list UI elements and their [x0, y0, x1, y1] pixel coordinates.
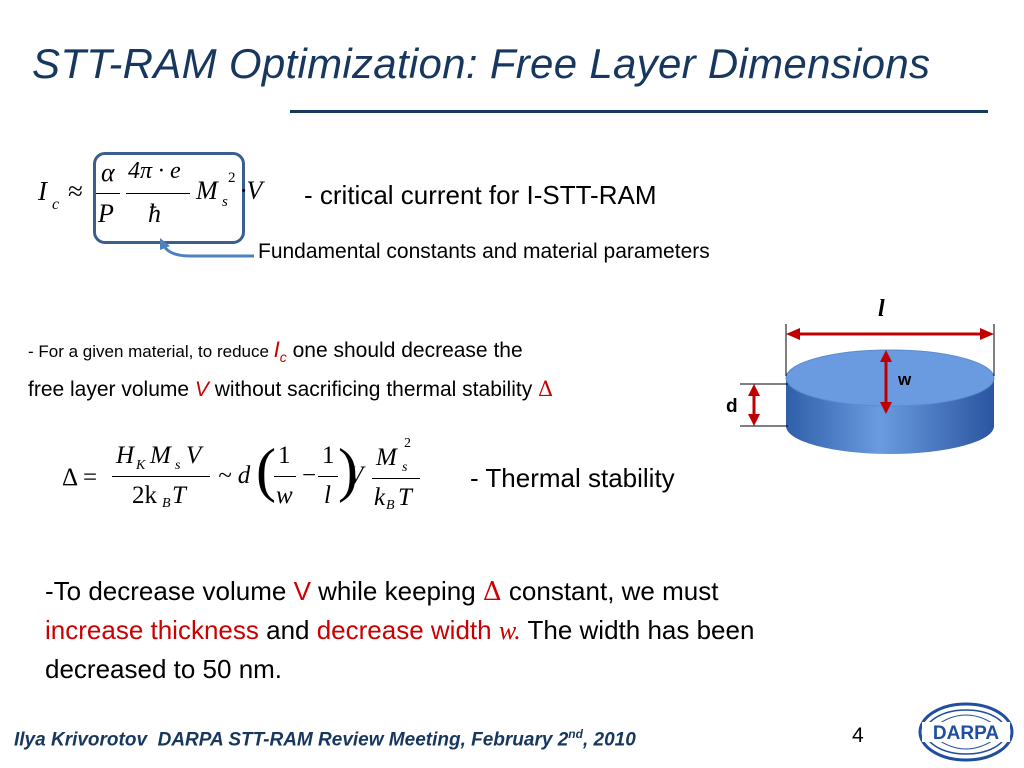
para2-s5: The width has been: [520, 615, 755, 645]
eq1-four-pi-e: 4π · e: [128, 158, 181, 184]
eq2-fraction-line-3: [318, 476, 338, 477]
eq2-f3-num-sup: 2: [404, 436, 411, 451]
para2-s3: constant, we must: [501, 576, 719, 606]
darpa-logo: DARPA: [918, 702, 1014, 762]
eq2-paren-right: ): [338, 437, 358, 503]
eq2-kb-sub: B: [386, 498, 395, 513]
eq1-ms-sup: 2: [228, 170, 236, 186]
eq2-kb: k: [374, 484, 386, 511]
footer-text: Ilya Krivorotov DARPA STT-RAM Review Mee…: [14, 727, 636, 751]
eq2-2kb: 2k: [132, 482, 157, 509]
free-layer-disk-diagram: [740, 324, 995, 454]
eq2-minus: −: [302, 462, 317, 489]
eq2-hk-sub: K: [136, 458, 146, 473]
darpa-logo-text: DARPA: [933, 723, 999, 744]
eq2-hk: H: [116, 442, 135, 469]
eq2-fraction-line-1: [112, 476, 210, 477]
eq1-lhs-sub: c: [52, 196, 60, 213]
eq2-paren-left: (: [256, 437, 276, 503]
para2-s1: -To decrease volume: [45, 576, 294, 606]
eq1-times-v: ·V: [240, 176, 263, 205]
label-l: l: [878, 296, 885, 322]
eq2-fraction-line-4: [372, 478, 420, 479]
para1-ic-sub: c: [279, 349, 287, 366]
para2-decrease-width: decrease width: [316, 615, 499, 645]
footer-sup: nd: [568, 727, 583, 741]
footer-meeting: DARPA STT-RAM Review Meeting, February 2: [157, 729, 569, 751]
eq1-lhs: I: [38, 176, 47, 206]
para1-text-b: one should decrease the: [286, 339, 523, 362]
para2-w: w.: [498, 616, 521, 645]
eq2-fraction-line-2: [274, 476, 296, 477]
para1-v: V: [194, 378, 209, 402]
constants-highlight-box: [93, 152, 245, 244]
eq2-kb-t: T: [398, 484, 412, 511]
eq2-f1-den: w: [276, 482, 293, 509]
eq2-t: T: [172, 482, 186, 509]
thermal-stability-caption: - Thermal stability: [470, 463, 675, 493]
eq1-hbar: ħ: [148, 199, 161, 228]
eq2-tilde-d: ~ d: [218, 462, 251, 489]
page-number: 4: [852, 724, 864, 747]
eq1-ms: M: [196, 176, 218, 205]
eq2-f3-num: M: [376, 444, 397, 471]
eq2-delta: Δ =: [62, 464, 98, 491]
slide-title: STT-RAM Optimization: Free Layer Dimensi…: [32, 40, 931, 87]
para1-ic: I: [273, 337, 280, 362]
para1-text-a: - For a given material, to reduce: [28, 342, 274, 361]
eq2-2kb-sub: B: [162, 496, 171, 511]
para1-text-d: without sacrificing thermal stability: [208, 378, 539, 402]
eq1-ms-sub: s: [222, 194, 228, 210]
title-underline: [290, 110, 988, 113]
constants-pointer-arrow: [160, 238, 254, 258]
decrease-volume-paragraph: -To decrease volume V while keeping Δ co…: [45, 572, 754, 688]
eq1-p: P: [98, 199, 114, 228]
constants-caption: Fundamental constants and material param…: [258, 240, 710, 263]
reduce-ic-paragraph: - For a given material, to reduce Ic one…: [28, 334, 553, 406]
eq2-v: V: [186, 442, 202, 469]
para2-s6: decreased to 50 nm.: [45, 654, 283, 684]
eq1-fraction-line-1: [96, 193, 120, 194]
para2-v: V: [293, 576, 311, 606]
eq2-ms-sub: s: [175, 458, 181, 473]
eq1-approx: ≈: [68, 176, 83, 206]
para1-text-c: free layer volume: [28, 378, 195, 402]
footer-year: , 2010: [582, 729, 636, 751]
label-d: d: [726, 396, 738, 417]
critical-current-caption: - critical current for I-STT-RAM: [304, 180, 657, 210]
eq2-f3-num-sub: s: [402, 460, 408, 475]
para2-s4: and: [258, 615, 317, 645]
para2-delta: Δ: [482, 577, 502, 607]
eq2-ms: M: [150, 442, 171, 469]
para2-s2: while keeping: [310, 576, 483, 606]
footer-author: Ilya Krivorotov: [14, 729, 148, 751]
para2-increase-thickness: increase thickness: [45, 615, 259, 645]
eq2-v2: V: [348, 462, 364, 489]
eq2-f2-den: l: [324, 482, 331, 509]
label-w: w: [898, 370, 912, 389]
para1-delta: Δ: [538, 377, 554, 402]
eq1-alpha: α: [101, 158, 115, 187]
eq2-f1-num: 1: [278, 442, 291, 469]
eq2-f2-num: 1: [322, 442, 335, 469]
eq1-fraction-line-2: [126, 193, 190, 194]
